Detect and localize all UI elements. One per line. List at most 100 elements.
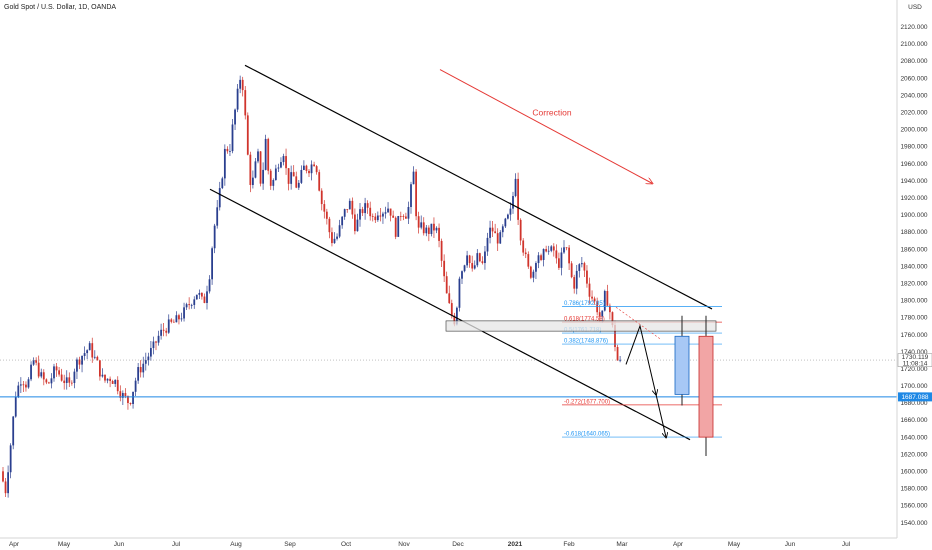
candle bbox=[180, 312, 183, 322]
candle bbox=[303, 160, 305, 171]
candle bbox=[325, 208, 328, 225]
candle-body bbox=[575, 270, 578, 289]
candle-body bbox=[606, 290, 609, 306]
candle bbox=[555, 244, 558, 264]
candle bbox=[336, 233, 338, 241]
candle bbox=[519, 218, 522, 246]
candle-body bbox=[379, 215, 382, 217]
candle-body bbox=[152, 341, 155, 349]
candle bbox=[32, 357, 35, 366]
candle bbox=[308, 168, 310, 177]
candle bbox=[259, 151, 262, 187]
candle-body bbox=[303, 165, 305, 170]
candle bbox=[524, 248, 527, 259]
candle-body bbox=[333, 238, 336, 244]
candle-body bbox=[257, 151, 259, 162]
candle bbox=[68, 372, 71, 387]
candle-body bbox=[22, 384, 25, 386]
candle-body bbox=[568, 247, 570, 264]
candle-body bbox=[91, 343, 94, 358]
candle-body bbox=[586, 270, 588, 284]
candle-body bbox=[114, 379, 117, 384]
candle bbox=[106, 378, 109, 384]
projection-candle-blue bbox=[674, 315, 690, 406]
candle bbox=[285, 148, 287, 175]
candle-body bbox=[48, 382, 50, 384]
candle bbox=[12, 415, 15, 450]
candle-body bbox=[614, 325, 616, 348]
candle-body bbox=[285, 156, 287, 169]
candle-body bbox=[466, 255, 468, 266]
candle bbox=[461, 270, 463, 284]
candle-body bbox=[512, 196, 514, 209]
candle bbox=[155, 340, 157, 351]
candle-body bbox=[489, 227, 491, 238]
candle-body bbox=[369, 207, 372, 217]
candle bbox=[489, 220, 491, 244]
candle bbox=[246, 112, 249, 156]
candle bbox=[65, 370, 68, 390]
candle-body bbox=[216, 207, 219, 226]
candle bbox=[540, 253, 542, 262]
candle-body bbox=[371, 216, 374, 217]
candle-body bbox=[542, 249, 545, 260]
candle-body bbox=[382, 213, 384, 217]
candle bbox=[583, 261, 586, 278]
candle-body bbox=[438, 227, 440, 241]
candle-body bbox=[300, 169, 303, 183]
candle bbox=[86, 349, 89, 360]
candle-body bbox=[65, 377, 68, 383]
candle bbox=[402, 214, 405, 221]
candle bbox=[532, 269, 535, 283]
candle-body bbox=[440, 240, 443, 261]
candle-body bbox=[137, 367, 140, 381]
candle bbox=[351, 197, 354, 219]
candle-body bbox=[433, 223, 435, 231]
candle-body bbox=[25, 384, 27, 388]
candle-body bbox=[509, 208, 512, 215]
candle bbox=[550, 245, 553, 253]
candle-body bbox=[450, 303, 453, 316]
candle-body bbox=[611, 312, 614, 326]
candle-body bbox=[563, 247, 565, 253]
candle-body bbox=[295, 176, 298, 188]
candle bbox=[211, 246, 213, 285]
candle-body bbox=[445, 276, 448, 294]
candle-body bbox=[2, 471, 4, 482]
candle-body bbox=[376, 215, 379, 221]
candle bbox=[63, 374, 66, 390]
candle-body bbox=[172, 321, 175, 323]
candle bbox=[282, 153, 285, 166]
y-tick-label: 1580.000 bbox=[900, 486, 927, 493]
candle-body bbox=[619, 359, 621, 361]
y-tick-label: 1660.000 bbox=[900, 417, 927, 424]
candle bbox=[331, 227, 333, 247]
candle-body bbox=[165, 330, 168, 333]
candle-body bbox=[313, 164, 315, 167]
candle bbox=[30, 361, 32, 382]
candle-body bbox=[14, 396, 17, 417]
candle-body bbox=[129, 403, 132, 405]
candle-body bbox=[83, 353, 86, 356]
candle-body bbox=[399, 216, 402, 217]
candle bbox=[430, 223, 433, 237]
candle-body bbox=[588, 283, 591, 297]
x-tick-label: Jul bbox=[172, 541, 181, 548]
candle bbox=[287, 168, 290, 191]
candle bbox=[558, 252, 560, 271]
candle bbox=[512, 191, 514, 214]
candle bbox=[384, 206, 387, 219]
candle bbox=[410, 181, 412, 214]
candle bbox=[244, 86, 247, 120]
candle bbox=[76, 357, 78, 379]
candle-body bbox=[134, 380, 137, 392]
candle-body bbox=[178, 315, 180, 320]
candle-body bbox=[280, 162, 282, 168]
y-tick-label: 1820.000 bbox=[900, 280, 927, 287]
candle-body bbox=[514, 178, 517, 197]
candle bbox=[221, 176, 224, 190]
candle bbox=[348, 198, 351, 210]
fib-level-label: 0.618(1774.58) bbox=[564, 317, 605, 323]
candle bbox=[598, 304, 601, 323]
